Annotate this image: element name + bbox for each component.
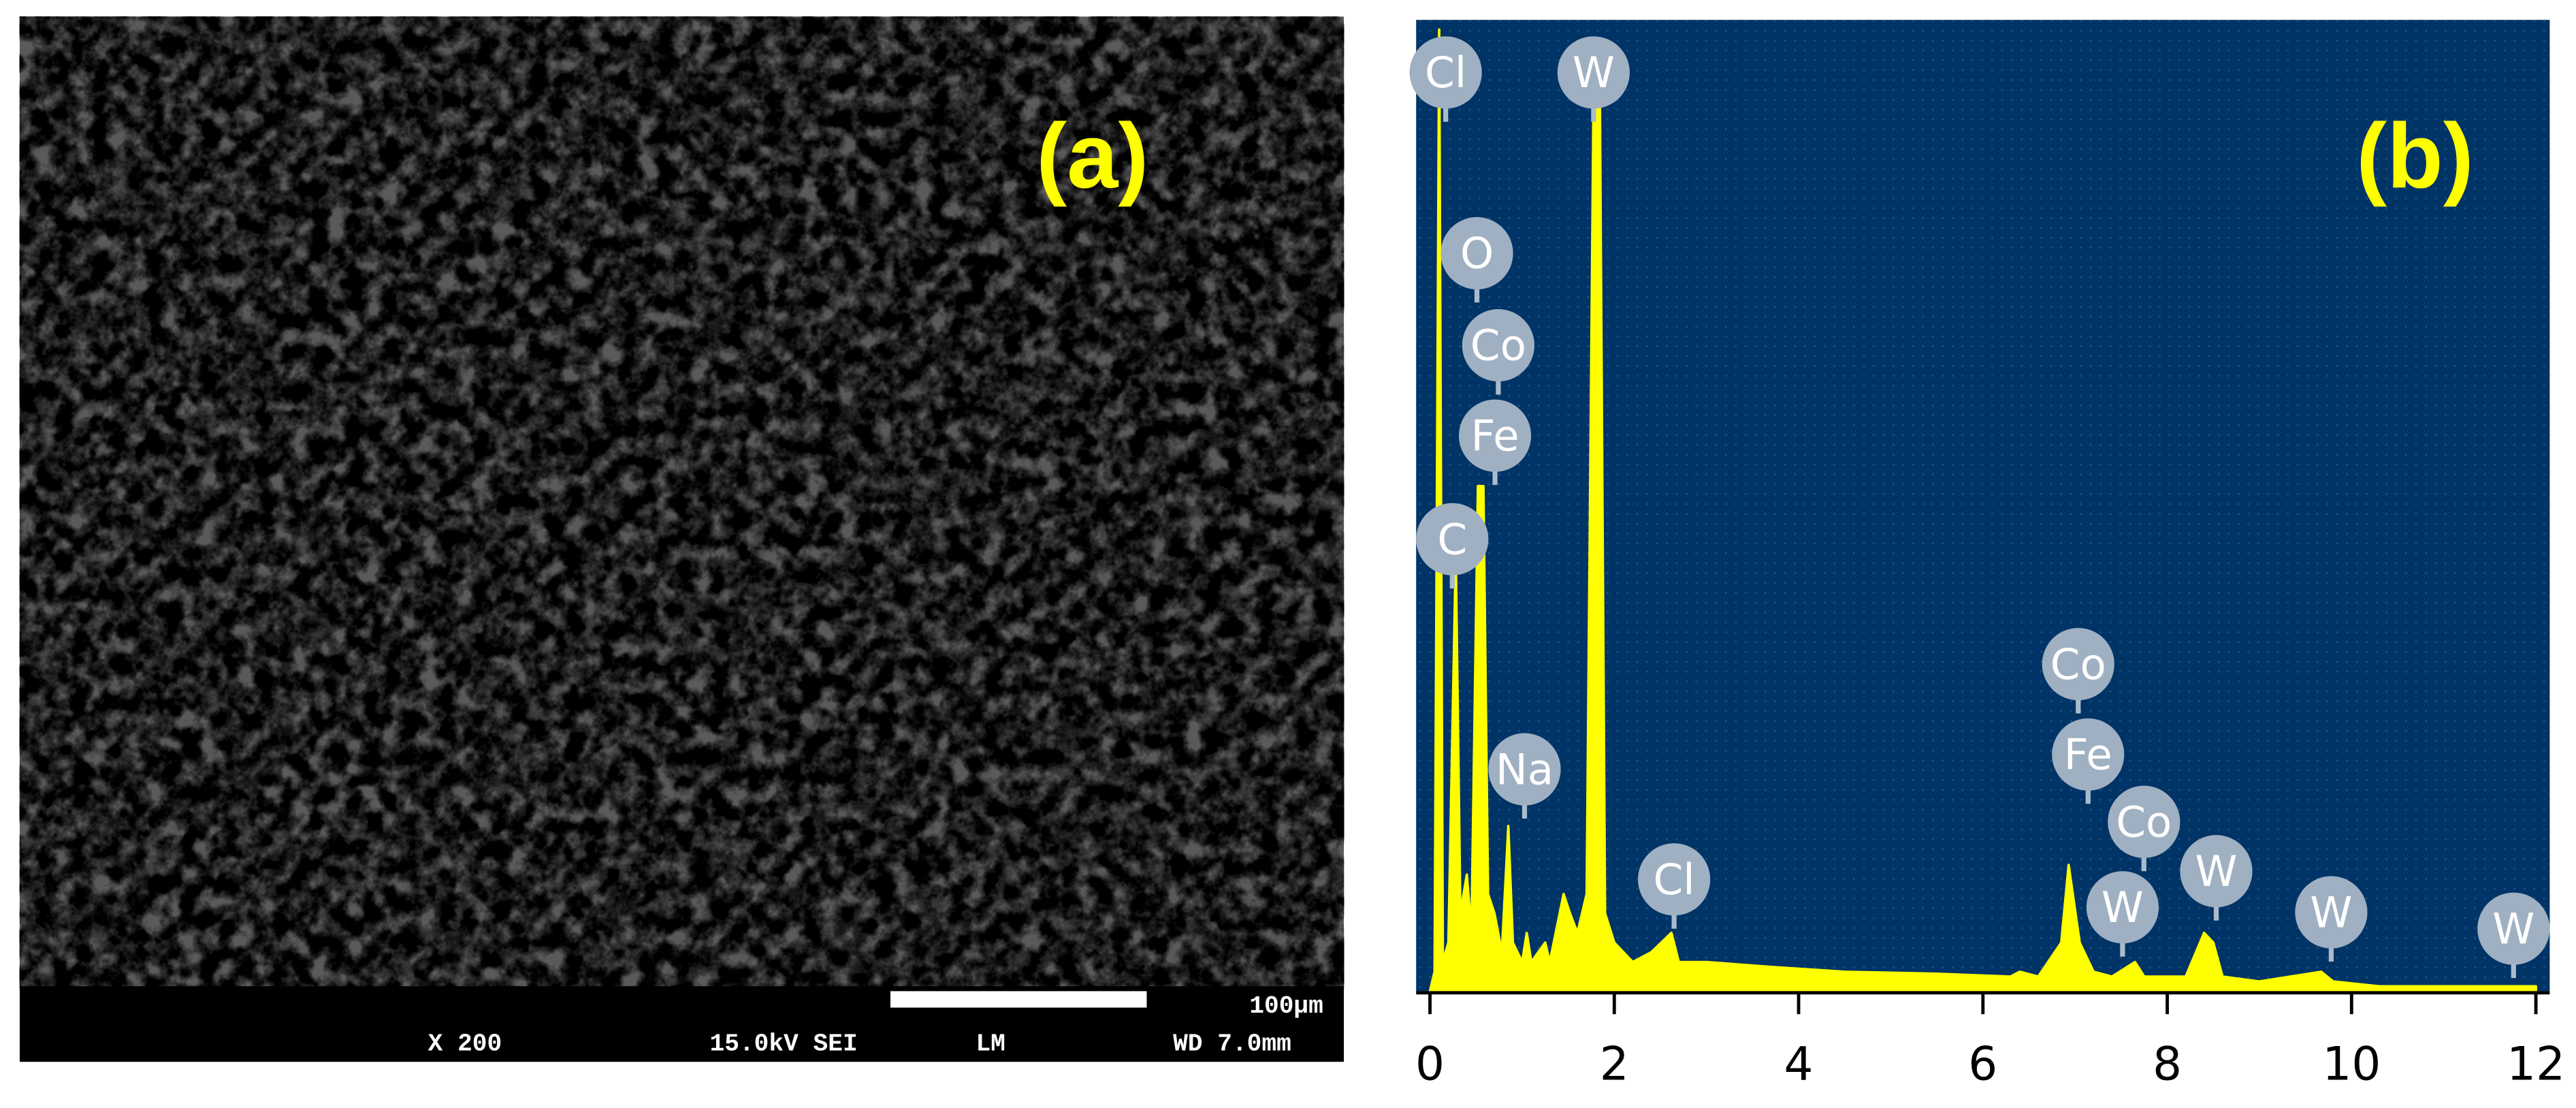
element-label: W [2492, 904, 2534, 953]
element-label: C [1437, 515, 1467, 565]
label-bubble [2477, 892, 2550, 965]
element-label: W [2195, 846, 2237, 896]
x-tick-label: 6 [1968, 1037, 1997, 1091]
x-tick-label: 12 [2507, 1037, 2565, 1091]
x-tick-label: 0 [1415, 1037, 1445, 1091]
label-bubble [2180, 835, 2253, 908]
element-label: Cl [1654, 855, 1695, 904]
element-label: Fe [2064, 730, 2112, 780]
x-tick-label: 8 [2153, 1037, 2182, 1091]
label-bubble [2042, 628, 2114, 701]
element-label: Co [1470, 321, 1526, 370]
label-bubble [1488, 733, 1561, 806]
element-label: W [2102, 883, 2144, 932]
label-bubble [1409, 36, 1482, 109]
sem-texture [19, 16, 1345, 990]
label-bubble [1416, 503, 1489, 575]
x-tick-label: 10 [2322, 1037, 2381, 1091]
mode: LM [976, 1030, 1005, 1058]
element-label: W [1573, 48, 1615, 97]
label-bubble [1462, 308, 1534, 382]
sem-panel: 100µm X 200 15.0kV SEI LM WD 7.0mm (a) [19, 16, 1345, 1062]
element-label: O [1460, 229, 1494, 279]
element-label: Na [1496, 744, 1553, 794]
element-label: W [2310, 887, 2352, 937]
label-bubble [2052, 718, 2125, 791]
panel-label: (a) [1036, 104, 1148, 207]
label-bubble [1458, 399, 1532, 472]
label-bubble [2108, 785, 2180, 858]
element-label: Co [2116, 797, 2172, 847]
label-bubble [2086, 871, 2159, 944]
element-label: Co [2050, 639, 2106, 689]
label-bubble [2295, 876, 2368, 949]
label-bubble [1638, 843, 1711, 916]
spectrum [1428, 28, 2537, 993]
x-tick-label: 2 [1600, 1037, 1629, 1091]
x-tick-label: 4 [1784, 1037, 1814, 1091]
voltage: 15.0kV SEI [710, 1030, 858, 1058]
element-label: Fe [1470, 411, 1519, 460]
label-bubble [1440, 217, 1513, 289]
element-label: Cl [1425, 48, 1466, 97]
scale-label: 100µm [1249, 992, 1323, 1020]
working-distance: WD 7.0mm [1173, 1030, 1291, 1058]
panel-label: (b) [2356, 104, 2474, 207]
magnification: X 200 [428, 1030, 502, 1058]
scale-bar [890, 991, 1147, 1008]
label-bubble [1557, 36, 1630, 109]
